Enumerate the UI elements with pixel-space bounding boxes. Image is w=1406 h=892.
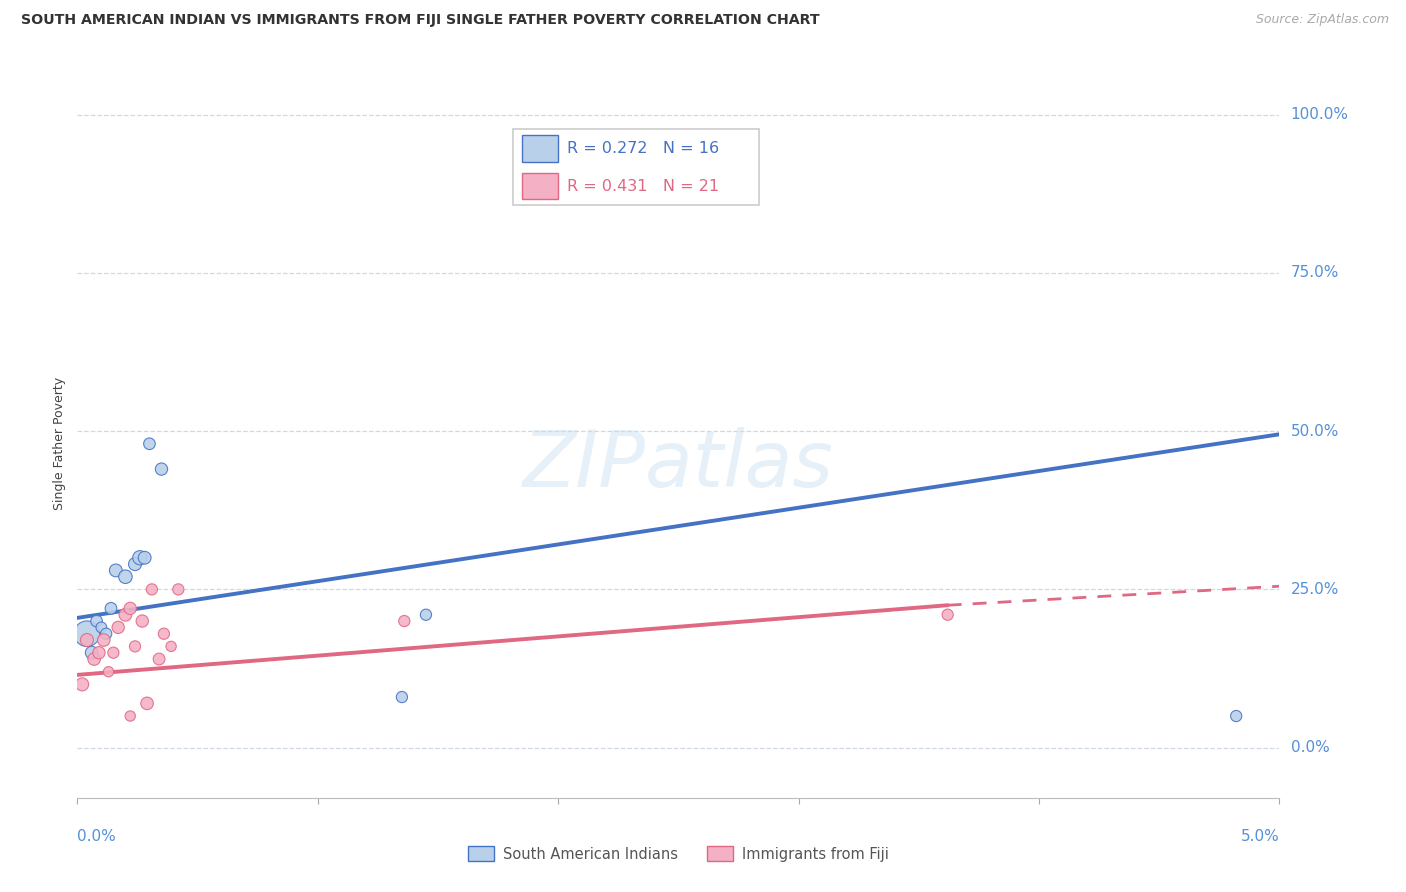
Point <box>124 557 146 571</box>
Point <box>150 462 173 476</box>
Point <box>391 690 413 704</box>
Text: R = 0.272   N = 16: R = 0.272 N = 16 <box>567 141 718 156</box>
Point <box>103 646 125 660</box>
Point <box>93 633 115 648</box>
Point <box>104 563 127 577</box>
Text: SOUTH AMERICAN INDIAN VS IMMIGRANTS FROM FIJI SINGLE FATHER POVERTY CORRELATION : SOUTH AMERICAN INDIAN VS IMMIGRANTS FROM… <box>21 13 820 28</box>
Text: 0.0%: 0.0% <box>77 829 117 844</box>
Point <box>141 582 163 597</box>
Point <box>124 640 146 654</box>
Text: 25.0%: 25.0% <box>1291 582 1339 597</box>
Point <box>96 626 118 640</box>
Point <box>97 665 120 679</box>
Point <box>120 709 142 723</box>
Point <box>87 646 110 660</box>
Point <box>148 652 170 666</box>
Point <box>70 677 93 691</box>
Text: R = 0.431   N = 21: R = 0.431 N = 21 <box>567 178 718 194</box>
Point <box>100 601 122 615</box>
Legend: South American Indians, Immigrants from Fiji: South American Indians, Immigrants from … <box>461 839 896 869</box>
Text: ZIPatlas: ZIPatlas <box>523 427 834 503</box>
Text: 100.0%: 100.0% <box>1291 107 1348 122</box>
Point <box>83 652 105 666</box>
Point <box>1225 709 1247 723</box>
Point <box>128 550 150 565</box>
Point <box>936 607 959 622</box>
Point <box>76 633 98 648</box>
Point <box>80 646 103 660</box>
Point <box>114 607 136 622</box>
Text: 75.0%: 75.0% <box>1291 265 1339 280</box>
Point <box>138 437 160 451</box>
Point <box>160 640 183 654</box>
Point <box>86 614 108 628</box>
Point <box>136 697 159 711</box>
Text: 0.0%: 0.0% <box>1291 740 1329 756</box>
Point <box>167 582 190 597</box>
Point <box>120 601 142 615</box>
Y-axis label: Single Father Poverty: Single Father Poverty <box>53 377 66 510</box>
Point <box>107 620 129 634</box>
Point <box>90 620 112 634</box>
Text: Source: ZipAtlas.com: Source: ZipAtlas.com <box>1256 13 1389 27</box>
Text: 50.0%: 50.0% <box>1291 424 1339 439</box>
Point <box>131 614 153 628</box>
Point <box>394 614 416 628</box>
Point <box>415 607 437 622</box>
Point <box>134 550 156 565</box>
Text: 5.0%: 5.0% <box>1240 829 1279 844</box>
Point <box>153 626 176 640</box>
Point <box>114 570 136 584</box>
Point <box>76 626 98 640</box>
